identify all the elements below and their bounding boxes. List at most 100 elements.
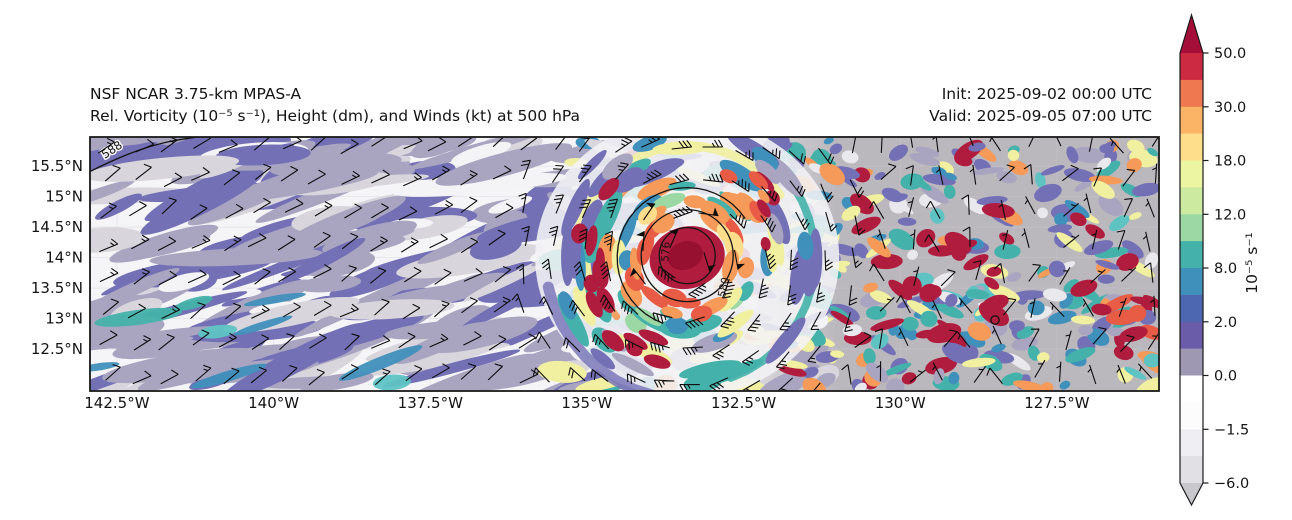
vorticity-blob bbox=[926, 323, 962, 344]
vorticity-blob bbox=[625, 341, 643, 357]
wind-barb bbox=[158, 333, 175, 351]
wind-barb bbox=[573, 261, 586, 281]
wind-barb bbox=[97, 137, 115, 154]
wind-barb bbox=[344, 203, 362, 219]
vorticity-blob bbox=[897, 217, 917, 226]
wind-barb bbox=[427, 137, 447, 152]
wind-barb bbox=[340, 139, 359, 155]
wind-barb bbox=[849, 179, 865, 198]
wind-barb bbox=[488, 229, 506, 246]
wind-barb bbox=[1091, 229, 1098, 250]
vorticity-blob bbox=[638, 329, 669, 346]
wind-barb-flag bbox=[712, 207, 719, 216]
wind-barb bbox=[910, 229, 916, 250]
vorticity-blob bbox=[901, 372, 917, 385]
vorticity-field bbox=[90, 137, 1159, 391]
wind-barb bbox=[1116, 364, 1126, 384]
vorticity-blob bbox=[1109, 215, 1130, 232]
vorticity-blob bbox=[624, 160, 681, 188]
wind-barb bbox=[495, 203, 514, 219]
colorbar-segment bbox=[1180, 402, 1203, 430]
vorticity-blob bbox=[830, 310, 854, 327]
wind-barb bbox=[254, 268, 271, 285]
vorticity-blob bbox=[1065, 347, 1096, 363]
wind-barb bbox=[703, 173, 724, 183]
vorticity-blob bbox=[243, 292, 306, 307]
wind-barb bbox=[1029, 298, 1036, 318]
vorticity-blob bbox=[943, 184, 956, 199]
wind-barb bbox=[161, 304, 181, 319]
vorticity-blob bbox=[869, 290, 892, 304]
colorbar-segment bbox=[1180, 53, 1203, 81]
vorticity-blob bbox=[116, 233, 211, 261]
wind-barb bbox=[1147, 332, 1159, 350]
vorticity-blob bbox=[915, 146, 940, 157]
vorticity-blob bbox=[191, 363, 267, 389]
vorticity-blob bbox=[249, 301, 297, 315]
wind-barb bbox=[592, 333, 610, 350]
vorticity-blob bbox=[726, 192, 753, 220]
colorbar-segment bbox=[1180, 106, 1203, 135]
vorticity-blob bbox=[888, 279, 913, 301]
wind-barb bbox=[493, 296, 511, 313]
wind-barb bbox=[250, 366, 267, 384]
wind-barb bbox=[1063, 234, 1080, 249]
wind-barb-flag bbox=[737, 263, 745, 270]
wind-barb bbox=[131, 234, 150, 250]
vorticity-blob bbox=[558, 291, 577, 320]
vorticity-blob bbox=[1116, 253, 1139, 271]
wind-barb bbox=[816, 282, 826, 303]
vorticity-blob bbox=[867, 237, 891, 258]
wind-barb bbox=[310, 137, 327, 151]
vorticity-blob bbox=[1013, 380, 1046, 391]
wind-barb bbox=[994, 262, 1006, 284]
wind-barb bbox=[671, 139, 693, 150]
vorticity-blob bbox=[1012, 290, 1046, 300]
colorbar-segment bbox=[1180, 375, 1203, 403]
vorticity-blob bbox=[976, 196, 1008, 206]
wind-barb bbox=[848, 285, 858, 306]
wind-barb bbox=[851, 137, 857, 154]
vorticity-blob bbox=[329, 299, 455, 320]
wind-barb bbox=[789, 180, 806, 197]
wind-barb bbox=[779, 312, 792, 331]
wind-barb bbox=[223, 169, 241, 186]
wind-barb bbox=[225, 203, 244, 219]
wind-barb bbox=[854, 215, 866, 236]
vorticity-blob bbox=[602, 153, 634, 180]
wind-barb bbox=[991, 325, 1002, 345]
vorticity-blob bbox=[991, 343, 1006, 353]
wind-barb bbox=[515, 263, 525, 285]
wind-barb bbox=[99, 267, 119, 283]
height-contour-580 bbox=[616, 186, 746, 324]
wind-barb bbox=[369, 267, 387, 284]
y-tick-label: 13°N bbox=[45, 310, 83, 328]
colorbar-tick-label: 8.0 bbox=[1214, 261, 1237, 277]
wind-barb bbox=[371, 169, 390, 184]
wind-barb bbox=[434, 300, 450, 318]
vorticity-blob bbox=[1097, 157, 1112, 170]
vorticity-blob bbox=[986, 266, 1002, 277]
colorbar-segment bbox=[1180, 456, 1203, 484]
wind-barb bbox=[568, 367, 586, 382]
vorticity-blob bbox=[1040, 165, 1065, 176]
wind-barb bbox=[1152, 163, 1158, 184]
wind-barb bbox=[308, 368, 325, 386]
wind-barb bbox=[132, 370, 152, 385]
wind-barb bbox=[280, 165, 299, 182]
wind-barb bbox=[1083, 193, 1092, 214]
axes-frame bbox=[89, 136, 1160, 392]
wind-barb bbox=[1082, 298, 1094, 317]
wind-barb bbox=[844, 312, 853, 333]
vorticity-blob bbox=[1085, 224, 1105, 239]
wind-barb bbox=[851, 247, 863, 269]
wind-barb bbox=[225, 302, 242, 320]
wind-barb bbox=[157, 236, 177, 251]
vorticity-blob bbox=[748, 171, 769, 190]
wind-barb bbox=[309, 333, 327, 349]
wind-barb bbox=[1142, 231, 1151, 252]
wind-barb bbox=[307, 169, 326, 185]
vorticity-blob bbox=[218, 322, 366, 391]
vorticity-blob bbox=[652, 192, 686, 210]
